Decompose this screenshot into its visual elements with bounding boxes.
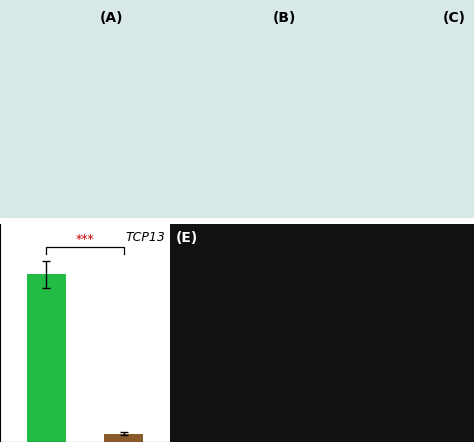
Text: TCP13: TCP13	[125, 231, 165, 244]
Text: (C): (C)	[443, 11, 465, 25]
Text: (B): (B)	[273, 11, 296, 25]
Bar	[104, 434, 143, 442]
Text: (A): (A)	[100, 11, 124, 25]
Text: ***: ***	[76, 233, 94, 246]
Text: (E): (E)	[176, 231, 198, 244]
Bar	[27, 274, 66, 442]
